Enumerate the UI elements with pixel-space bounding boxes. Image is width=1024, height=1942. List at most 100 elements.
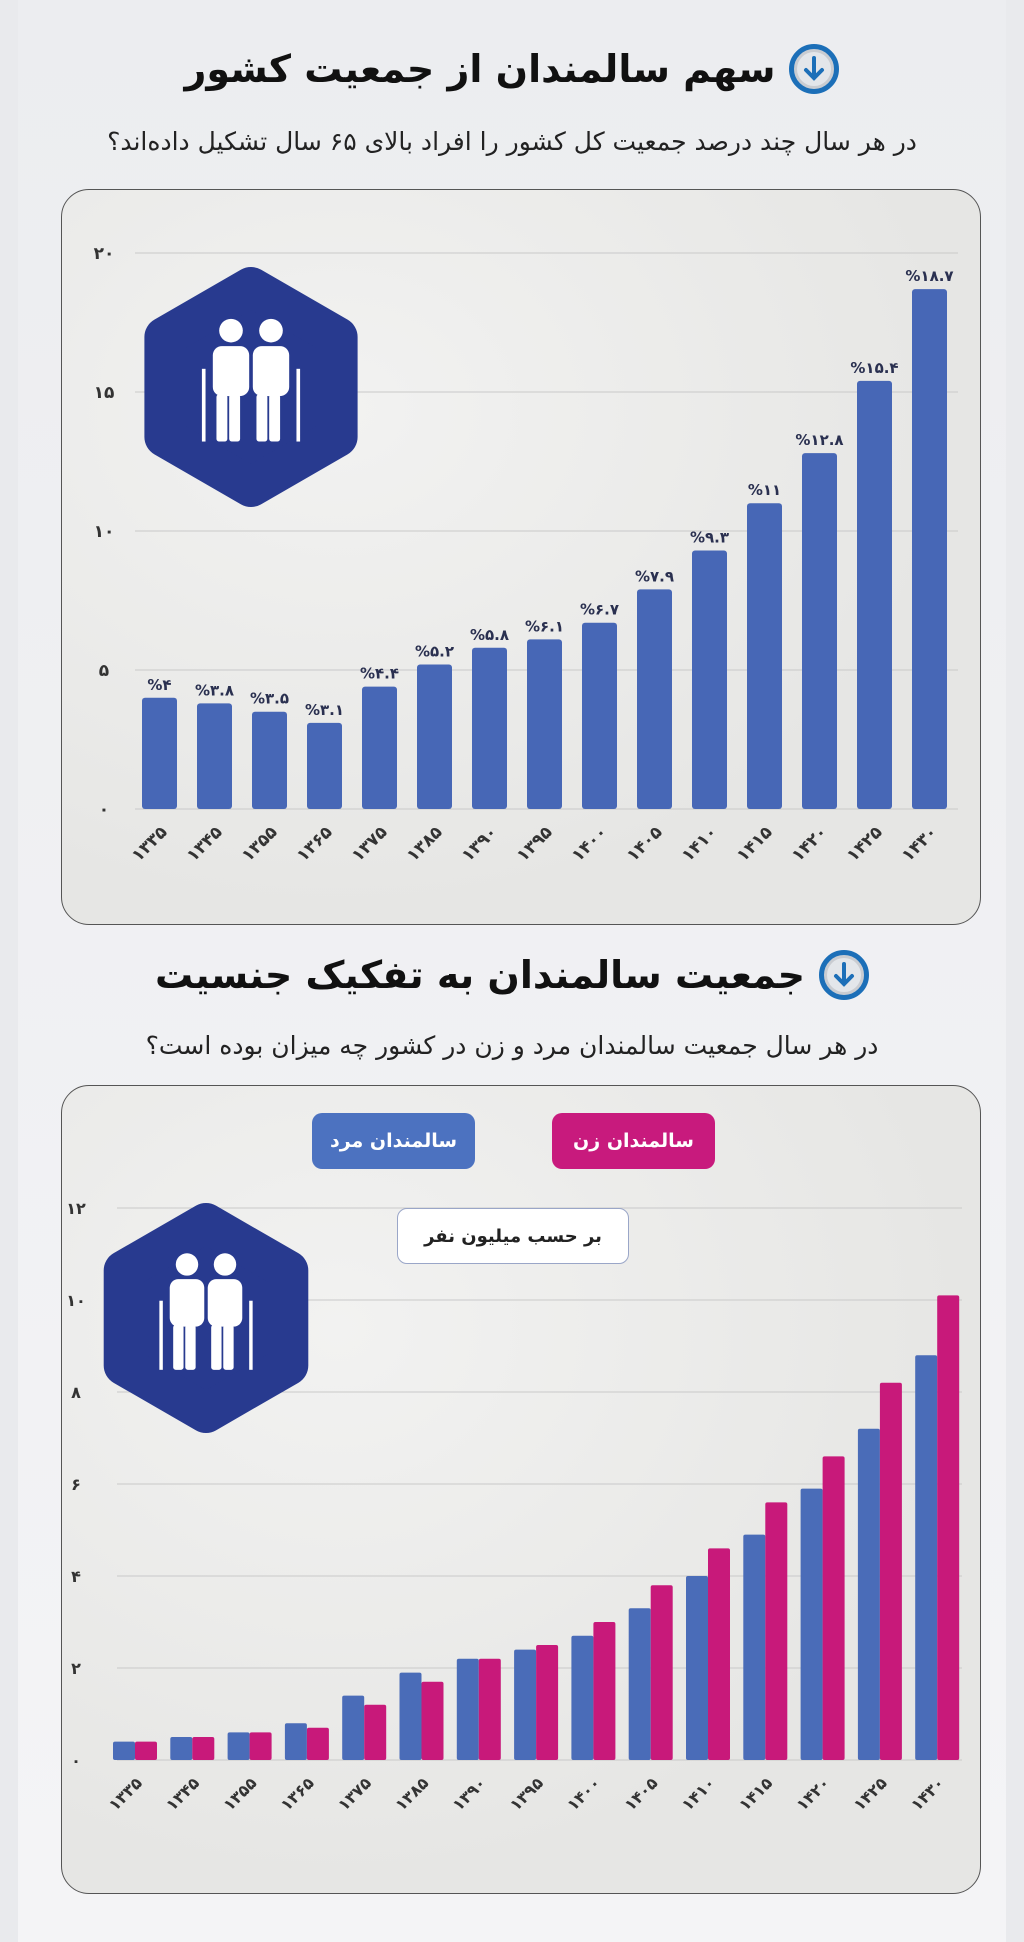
x-tick-label: ۱۳۴۵ bbox=[162, 1773, 203, 1814]
x-tick-label: ۱۳۳۵ bbox=[128, 822, 171, 865]
bar-female bbox=[421, 1681, 444, 1760]
bar-female bbox=[478, 1658, 501, 1760]
bar-female bbox=[536, 1645, 559, 1760]
bar bbox=[252, 711, 287, 809]
x-tick-label: ۱۴۱۰ bbox=[678, 1773, 719, 1814]
hexagon-badge bbox=[144, 267, 358, 507]
section1-subtitle: در هر سال چند درصد جمعیت کل کشور را افرا… bbox=[107, 127, 917, 156]
data-label: %۱۱ bbox=[748, 481, 781, 499]
bar-male bbox=[456, 1658, 479, 1760]
elderly-couple-embrace-icon bbox=[201, 318, 301, 442]
data-label: %۴ bbox=[147, 676, 171, 694]
bar-female bbox=[249, 1732, 272, 1760]
data-label: %۶.۷ bbox=[580, 601, 619, 619]
bar bbox=[637, 589, 672, 809]
bar bbox=[582, 622, 617, 809]
x-tick-label: ۱۳۷۵ bbox=[334, 1773, 375, 1814]
x-tick-label: ۱۴۳۰ bbox=[907, 1773, 948, 1814]
x-tick-label: ۱۴۱۰ bbox=[678, 822, 721, 865]
arrow-down-circle-icon bbox=[819, 950, 870, 1000]
bar-male bbox=[857, 1428, 880, 1760]
bar bbox=[472, 647, 507, 809]
bar-male bbox=[800, 1488, 823, 1760]
bar bbox=[857, 380, 892, 809]
chart2-svg: ۰ ۲ ۴ ۶ ۸ ۱۰ ۱۲ ۱۳۳۵ ۱۳۴۵ ۱۳۵۵ ۱۳۶۵ ۱۳۷۵ ۱۳۸۵ ۱۳۹۰ ۱۳۹… bbox=[66, 1199, 962, 1814]
y-tick-label: ۰ bbox=[71, 1751, 81, 1770]
x-tick-label: ۱۳۴۵ bbox=[183, 822, 226, 865]
bar bbox=[802, 453, 837, 809]
y-tick-label: ۱۲ bbox=[66, 1199, 86, 1218]
y-tick-label: ۱۰ bbox=[66, 1291, 86, 1310]
section2-title: جمعیت سالمندان به تفکیک جنسیت bbox=[154, 953, 806, 997]
y-tick-label: ۱۰ bbox=[94, 522, 115, 542]
bar-male bbox=[915, 1355, 938, 1760]
bar-male bbox=[399, 1672, 422, 1760]
y-tick-label: ۱۵ bbox=[94, 383, 115, 403]
bar-female bbox=[135, 1741, 157, 1760]
bar-male bbox=[170, 1737, 193, 1760]
bar-female bbox=[306, 1727, 329, 1760]
bar bbox=[527, 639, 562, 809]
x-tick-label: ۱۳۶۵ bbox=[277, 1773, 318, 1814]
data-label: %۳.۸ bbox=[195, 681, 234, 699]
y-tick-label: ۲۰ bbox=[94, 244, 115, 264]
bar-female bbox=[593, 1622, 616, 1760]
data-label: %۱۸.۷ bbox=[905, 267, 953, 285]
bar bbox=[362, 686, 397, 809]
hexagon-badge bbox=[103, 1203, 309, 1433]
bar bbox=[307, 722, 342, 809]
chart1-card: ۰ ۵ ۱۰ ۱۵ ۲۰ %۴ ۱۳۳۵ %۳.۸ ۱۳۴۵ %۳.۵ ۱۳۵۵ %۳.۱ ۱۳۶۵ %۴… bbox=[61, 189, 981, 925]
x-tick-label: ۱۴۲۵ bbox=[850, 1773, 891, 1814]
section1-title: سهم سالمندان از جمعیت کشور bbox=[184, 47, 777, 91]
x-tick-label: ۱۳۷۵ bbox=[348, 822, 391, 865]
elderly-couple-icon bbox=[159, 1253, 253, 1370]
bar-male bbox=[628, 1608, 651, 1760]
bar-female bbox=[364, 1704, 387, 1760]
x-tick-label: ۱۴۰۵ bbox=[623, 822, 666, 865]
bar-female bbox=[937, 1295, 960, 1760]
data-label: %۳.۵ bbox=[250, 690, 289, 708]
data-label: %۷.۹ bbox=[635, 567, 674, 585]
bar-male bbox=[113, 1741, 135, 1760]
legend-male: سالمندان مرد bbox=[312, 1113, 475, 1169]
bar-male bbox=[514, 1649, 537, 1760]
x-tick-label: ۱۴۳۰ bbox=[898, 822, 941, 865]
bar-male bbox=[284, 1723, 307, 1760]
x-tick-label: ۱۴۰۰ bbox=[568, 822, 611, 865]
x-tick-label: ۱۳۳۵ bbox=[105, 1773, 146, 1814]
x-tick-label: ۱۳۸۵ bbox=[403, 822, 446, 865]
x-tick-label: ۱۴۱۵ bbox=[735, 1773, 776, 1814]
y-tick-label: ۸ bbox=[71, 1383, 81, 1402]
bar bbox=[197, 703, 232, 809]
x-tick-label: ۱۳۵۵ bbox=[219, 1773, 260, 1814]
y-tick-label: ۰ bbox=[99, 800, 109, 820]
y-tick-label: ۲ bbox=[71, 1659, 81, 1678]
chart2-card: ۰ ۲ ۴ ۶ ۸ ۱۰ ۱۲ ۱۳۳۵ ۱۳۴۵ ۱۳۵۵ ۱۳۶۵ ۱۳۷۵ ۱۳۸۵ ۱۳۹۰ ۱۳۹… bbox=[61, 1085, 981, 1894]
bar bbox=[417, 664, 452, 809]
x-tick-label: ۱۳۹۵ bbox=[513, 822, 556, 865]
data-label: %۳.۱ bbox=[305, 701, 344, 719]
data-label: %۶.۱ bbox=[525, 617, 564, 635]
bar-male bbox=[571, 1635, 594, 1760]
x-tick-label: ۱۳۹۰ bbox=[449, 1773, 490, 1814]
arrow-down-circle-icon bbox=[789, 44, 840, 94]
data-label: %۱۲.۸ bbox=[795, 431, 843, 449]
bar bbox=[747, 503, 782, 809]
x-tick-label: ۱۳۵۵ bbox=[238, 822, 281, 865]
section2-heading: جمعیت سالمندان به تفکیک جنسیت bbox=[0, 950, 1024, 1000]
x-tick-label: ۱۳۹۰ bbox=[458, 822, 501, 865]
chart1-svg: ۰ ۵ ۱۰ ۱۵ ۲۰ %۴ ۱۳۳۵ %۳.۸ ۱۳۴۵ %۳.۵ ۱۳۵۵ %۳.۱ ۱۳۶۵ %۴… bbox=[94, 244, 958, 866]
bar-male bbox=[227, 1732, 250, 1760]
x-tick-label: ۱۳۶۵ bbox=[293, 822, 336, 865]
x-tick-label: ۱۴۲۰ bbox=[788, 822, 831, 865]
bar-female bbox=[879, 1382, 902, 1760]
y-tick-label: ۶ bbox=[71, 1475, 81, 1494]
bar-male bbox=[342, 1695, 365, 1760]
data-label: %۴.۴ bbox=[360, 665, 399, 683]
x-tick-label: ۱۳۸۵ bbox=[391, 1773, 432, 1814]
bar bbox=[692, 550, 727, 809]
y-tick-label: ۵ bbox=[99, 661, 109, 681]
x-tick-label: ۱۴۱۵ bbox=[733, 822, 776, 865]
section2-subtitle: در هر سال جمعیت سالمندان مرد و زن در کشو… bbox=[145, 1031, 879, 1060]
bar-female bbox=[708, 1548, 730, 1760]
